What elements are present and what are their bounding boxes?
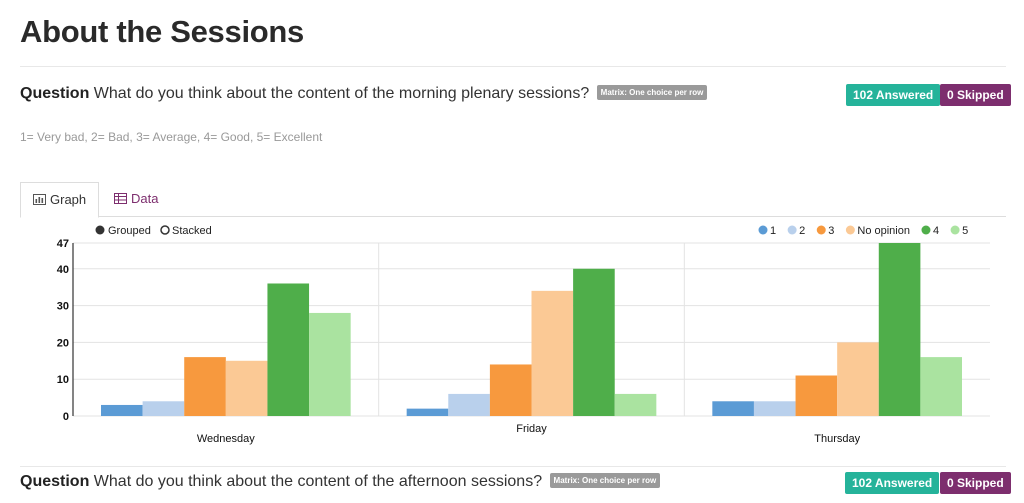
legend-swatch (921, 225, 931, 235)
bar[interactable]: 4: 47 (878, 243, 921, 416)
legend-item[interactable]: 1 (758, 225, 777, 237)
skipped-badge: 0 Skipped (940, 472, 1011, 494)
legend-swatch (787, 225, 797, 235)
bar[interactable]: 2: 6 (448, 393, 490, 416)
legend-label: 1 (770, 225, 776, 237)
legend-item[interactable]: No opinion (845, 225, 910, 237)
question-text: What do you think about the content of t… (93, 85, 590, 102)
x-category-label: Wednesday (197, 433, 255, 445)
bar[interactable]: 2: 4 (753, 401, 796, 416)
y-tick-label: 30 (57, 301, 69, 313)
legend-label: 3 (828, 225, 834, 237)
legend-label: 4 (933, 225, 939, 237)
radio-grouped[interactable] (95, 225, 105, 235)
matrix-type-badge: Matrix: One choice per row (549, 473, 661, 489)
legend-swatch (816, 225, 826, 235)
legend-label: No opinion (857, 225, 910, 237)
bar[interactable]: 5: 16 (920, 357, 962, 416)
table-icon (114, 183, 127, 217)
skipped-badge: 0 Skipped (940, 84, 1011, 106)
legend-swatch (845, 225, 855, 235)
y-tick-label: 40 (57, 264, 69, 276)
y-tick-label: 0 (63, 411, 69, 423)
divider (20, 66, 1006, 67)
chart-bars: 1: 32: 43: 16No opinion: 154: 365: 281: … (101, 243, 962, 416)
y-tick-label: 20 (57, 337, 69, 349)
x-category-label: Friday (516, 423, 547, 435)
stacked-label: Stacked (172, 225, 212, 237)
tab-graph-label: Graph (50, 192, 87, 207)
legend-item[interactable]: 3 (816, 225, 835, 237)
question-text: What do you think about the content of t… (93, 473, 543, 490)
bar[interactable]: 1: 4 (712, 401, 754, 416)
tab-data[interactable]: Data (102, 182, 170, 216)
bar[interactable]: 1: 2 (406, 408, 449, 416)
bar-chart-icon (33, 184, 46, 218)
answered-badge: 102 Answered (846, 84, 941, 106)
tab-graph[interactable]: Graph (20, 182, 100, 218)
bar[interactable]: 3: 16 (184, 357, 226, 416)
legend-item[interactable]: 5 (950, 225, 969, 237)
answered-badge: 102 Answered (845, 472, 940, 494)
legend-label: 2 (799, 225, 805, 237)
bar[interactable]: 1: 3 (101, 404, 143, 416)
bar[interactable]: 3: 14 (489, 364, 532, 416)
grouped-label: Grouped (108, 225, 151, 237)
bar[interactable]: 5: 6 (614, 393, 657, 416)
radio-stacked[interactable] (160, 225, 170, 235)
bar[interactable]: No opinion: 20 (837, 342, 879, 416)
bar[interactable]: 4: 36 (267, 283, 310, 416)
page-title: About the Sessions (20, 14, 304, 49)
question-label: Question (20, 473, 90, 490)
y-tick-label: 10 (57, 374, 69, 386)
bar-chart: Grouped Stacked 1 2 3 No opinion 4 5 0 10 20 30 4… (57, 225, 990, 445)
bar[interactable]: 5: 28 (309, 312, 351, 416)
question-2: Question What do you think about the con… (20, 473, 661, 491)
question-1: Question What do you think about the con… (20, 85, 708, 103)
bar[interactable]: No opinion: 34 (531, 290, 574, 416)
divider (20, 466, 1006, 467)
legend-item[interactable]: 4 (921, 225, 939, 237)
chart-mode-stacked[interactable]: Stacked (160, 225, 212, 237)
legend-swatch (758, 225, 768, 235)
bar[interactable]: 2: 4 (142, 401, 185, 416)
view-tabs: Graph Data (20, 182, 1006, 218)
chart-mode-grouped[interactable]: Grouped (95, 225, 151, 237)
legend-item[interactable]: 2 (787, 225, 806, 237)
x-axis-labels: Wednesday Friday Thursday (197, 423, 861, 445)
question-label: Question (20, 85, 90, 102)
bar[interactable]: 4: 40 (573, 268, 615, 416)
chart-legend: 1 2 3 No opinion 4 5 (758, 225, 969, 237)
bar[interactable]: 3: 11 (795, 375, 838, 416)
bar[interactable]: No opinion: 15 (225, 360, 268, 416)
matrix-type-badge: Matrix: One choice per row (596, 85, 708, 101)
tab-data-label: Data (131, 191, 159, 206)
legend-label: 5 (962, 225, 968, 237)
x-category-label: Thursday (814, 433, 860, 445)
legend-swatch (950, 225, 960, 235)
y-tick-label: 47 (57, 238, 69, 250)
scale-note: 1= Very bad, 2= Bad, 3= Average, 4= Good… (20, 130, 323, 144)
y-axis-ticks: 0 10 20 30 40 47 (57, 238, 69, 423)
